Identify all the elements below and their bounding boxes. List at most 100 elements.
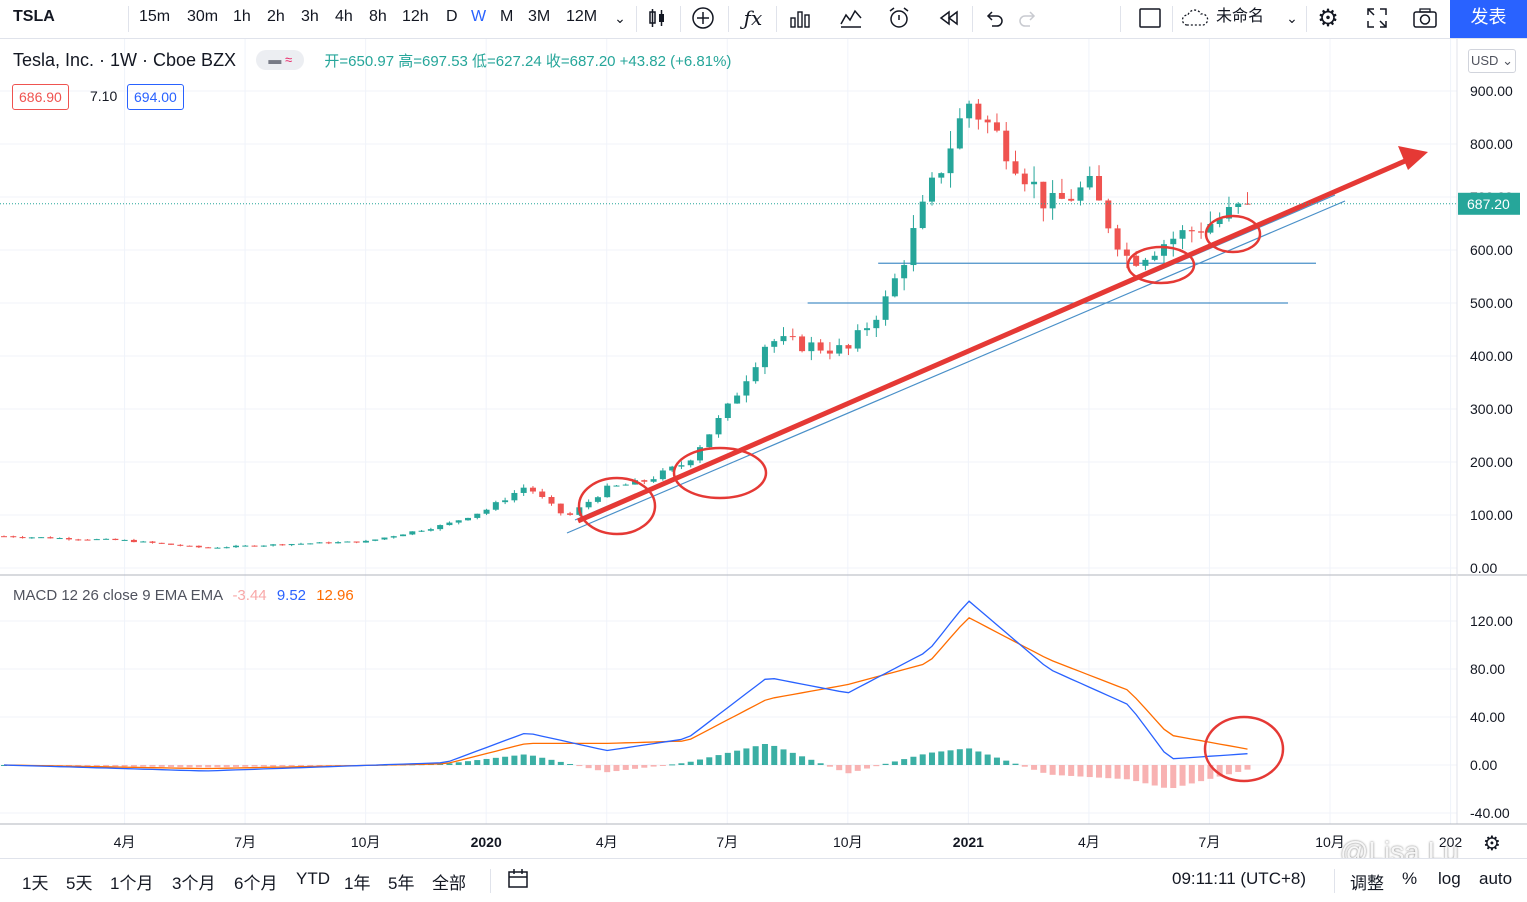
interval-3h[interactable]: 3h [301, 8, 319, 25]
bid-price[interactable]: 686.90 [12, 84, 69, 110]
templates-icon[interactable] [836, 3, 866, 33]
candle-body [864, 328, 871, 331]
candle-body [975, 103, 982, 120]
chart-canvas[interactable]: 900.00800.00700.00600.00500.00400.00300.… [0, 39, 1527, 857]
candles-icon[interactable] [642, 3, 672, 33]
candle-body [214, 547, 221, 549]
alarm-clock-icon[interactable] [884, 3, 914, 33]
expand-icon[interactable] [1362, 3, 1392, 33]
bar-chart-icon[interactable] [785, 3, 815, 33]
candle-body [529, 487, 536, 492]
candle-body [297, 543, 304, 545]
macd-histogram-bar [882, 763, 889, 765]
macd-histogram-bar [242, 765, 249, 767]
candle-body [223, 547, 230, 549]
percent-toggle[interactable]: % [1402, 869, 1418, 888]
macd-histogram-bar [984, 754, 991, 765]
fullscreen-square-icon[interactable] [1135, 3, 1165, 33]
chevron-down-icon[interactable]: ⌄ [1286, 9, 1298, 26]
divider [1172, 6, 1173, 32]
macd-histogram-bar [539, 757, 546, 765]
range-1y[interactable]: 1年 [344, 874, 371, 893]
candlesticks [1, 99, 1251, 549]
interval-4h[interactable]: 4h [335, 8, 353, 25]
candle-body [492, 502, 499, 510]
chart-area[interactable]: 900.00800.00700.00600.00500.00400.00300.… [0, 39, 1527, 857]
divider [1306, 6, 1307, 32]
candle-body [641, 480, 648, 482]
range-6m[interactable]: 6个月 [234, 874, 278, 893]
interval-m[interactable]: M [500, 8, 514, 25]
candle-body [56, 538, 63, 540]
macd-histogram-bar [1235, 765, 1242, 772]
candle-body [1058, 192, 1065, 199]
macd-histogram-bar [641, 765, 648, 768]
clock[interactable]: 09:11:11 (UTC+8) [1172, 869, 1307, 888]
interval-15m[interactable]: 15m [139, 8, 171, 25]
candle-body [882, 296, 889, 320]
macd-histogram-bar [632, 765, 639, 769]
macd-histogram-bar [93, 765, 100, 767]
adjust-toggle[interactable]: 调整 [1350, 874, 1384, 893]
candle-body [400, 534, 407, 537]
macd-histogram-bar [112, 765, 119, 767]
candle-body [966, 103, 973, 119]
macd-histogram-bar [1040, 765, 1047, 773]
macd-histogram-bar [548, 759, 555, 765]
macd-histogram-bar [511, 755, 518, 765]
range-all[interactable]: 全部 [432, 874, 466, 893]
interval-1h[interactable]: 1h [233, 8, 251, 25]
compare-plus-icon[interactable] [688, 3, 718, 33]
log-toggle[interactable]: log [1438, 869, 1461, 888]
macd-histogram-bar [149, 765, 156, 767]
macd-legend: MACD 12 26 close 9 EMA EMA -3.44 9.52 12… [13, 587, 354, 604]
macd-signal-line [3, 617, 1248, 770]
layout-name[interactable]: 未命名 [1216, 8, 1265, 25]
candle-body [1049, 192, 1056, 209]
interval-3m[interactable]: 3M [528, 8, 551, 25]
macd-histogram-bar [956, 749, 963, 765]
interval-2h[interactable]: 2h [267, 8, 285, 25]
candle-body [260, 545, 267, 547]
interval-d[interactable]: D [446, 8, 458, 25]
interval-8h[interactable]: 8h [369, 8, 387, 25]
macd-histogram-bar [594, 765, 601, 771]
camera-icon[interactable] [1410, 3, 1440, 33]
indicators-fx-icon[interactable]: ƒx [743, 6, 763, 30]
time-tick-label: 4月 [114, 834, 136, 850]
publish-button[interactable]: 发表 [1450, 0, 1527, 38]
candle-body [409, 531, 416, 535]
candle-body [1142, 259, 1149, 266]
redo-icon[interactable] [1013, 3, 1043, 33]
interval-30m[interactable]: 30m [187, 8, 219, 25]
symbol-search[interactable]: TSLA [13, 8, 55, 25]
range-ytd[interactable]: YTD [296, 869, 330, 888]
macd-histogram-bar [799, 756, 806, 765]
macd-histogram-bar [223, 765, 230, 768]
currency-select[interactable]: USD ⌄ [1468, 49, 1516, 73]
interval-w[interactable]: W [471, 8, 487, 25]
gear-icon[interactable]: ⚙ [1317, 4, 1339, 32]
arrow-head-icon [1398, 146, 1428, 170]
date-range-icon[interactable] [506, 867, 530, 896]
candle-body [149, 541, 156, 543]
ask-price[interactable]: 694.00 [127, 84, 184, 110]
price-tick-label: 500.00 [1470, 295, 1513, 311]
candle-body [928, 177, 935, 202]
range-3m[interactable]: 3个月 [172, 874, 216, 893]
candle-body [1021, 173, 1028, 185]
candle-body [1160, 244, 1167, 256]
interval-12m[interactable]: 12M [566, 8, 598, 25]
undo-icon[interactable] [979, 3, 1009, 33]
candle-body [103, 538, 110, 540]
range-1d[interactable]: 1天 [22, 874, 49, 893]
replay-icon[interactable] [934, 3, 964, 33]
range-1m[interactable]: 1个月 [110, 874, 154, 893]
chevron-down-icon[interactable]: ⌄ [614, 9, 626, 26]
range-5y[interactable]: 5年 [388, 874, 415, 893]
interval-12h[interactable]: 12h [402, 8, 429, 25]
auto-toggle[interactable]: auto [1479, 869, 1513, 888]
macd-histogram-bar [1068, 765, 1075, 776]
range-5d[interactable]: 5天 [66, 874, 93, 893]
legend-toggle[interactable]: ▬ ≈ [256, 50, 305, 70]
